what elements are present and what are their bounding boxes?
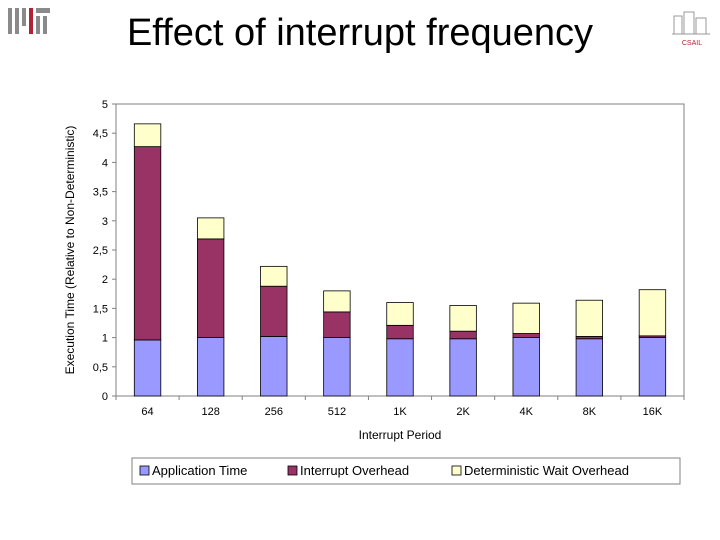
bar-segment: [197, 337, 225, 397]
bar-segment: [512, 302, 540, 334]
y-tick-label: 2: [102, 274, 108, 286]
csail-text: CSAIL: [682, 40, 702, 47]
legend-label: Deterministic Wait Overhead: [464, 463, 629, 478]
slide-title: Effect of interrupt frequency: [126, 12, 594, 54]
bar-segment: [638, 289, 667, 337]
y-tick-label: 0: [102, 391, 108, 403]
bar-segment: [512, 333, 540, 338]
bar-segment: [260, 336, 288, 397]
y-tick-label: 1: [102, 333, 108, 345]
x-tick-label: 64: [141, 406, 153, 418]
legend-swatch: [451, 465, 462, 476]
bar-segment: [638, 337, 667, 397]
y-tick-label: 2,5: [93, 245, 108, 257]
x-tick-label: 8K: [583, 406, 597, 418]
bar-segment: [133, 123, 162, 148]
bar-segment: [133, 146, 162, 341]
bar-segment: [386, 324, 414, 340]
legend-label: Application Time: [152, 463, 247, 478]
bar-segment: [133, 339, 162, 397]
bar-segment: [323, 311, 351, 338]
y-tick-label: 5: [102, 99, 108, 111]
bar-segment: [449, 305, 477, 332]
y-tick-label: 1,5: [93, 303, 108, 315]
legend-box: [131, 457, 681, 485]
x-tick-label: 512: [328, 406, 346, 418]
bar-segment: [512, 337, 540, 397]
bar-segment: [197, 217, 225, 240]
y-axis-title: Execution Time (Relative to Non-Determin…: [63, 126, 77, 375]
y-tick-label: 4: [102, 157, 108, 169]
csail-logo: CSAIL: [670, 8, 714, 53]
legend-swatch: [139, 465, 150, 476]
bar-segment: [449, 338, 477, 397]
x-tick-label: 1K: [393, 406, 407, 418]
y-tick-label: 4,5: [93, 128, 108, 140]
bar-segment: [197, 238, 225, 339]
legend-swatch: [287, 465, 298, 476]
bar-segment: [386, 302, 414, 326]
bar-segment: [449, 330, 477, 340]
mit-logo: [8, 8, 50, 34]
x-axis-title: Interrupt Period: [359, 428, 442, 442]
bar-segment: [260, 285, 288, 337]
x-tick-label: 128: [201, 406, 219, 418]
x-tick-label: 4K: [519, 406, 533, 418]
y-tick-label: 3,5: [93, 187, 108, 199]
y-tick-label: 0,5: [93, 362, 108, 374]
legend-label: Interrupt Overhead: [300, 463, 409, 478]
x-tick-label: 256: [265, 406, 283, 418]
bar-segment: [575, 299, 603, 337]
x-tick-label: 16K: [643, 406, 663, 418]
x-tick-label: 2K: [456, 406, 470, 418]
bar-segment: [323, 290, 351, 313]
bar-segment: [575, 338, 603, 397]
bar-segment: [323, 337, 351, 397]
y-tick-label: 3: [102, 216, 108, 228]
bar-segment: [386, 338, 414, 397]
bar-segment: [260, 265, 288, 287]
